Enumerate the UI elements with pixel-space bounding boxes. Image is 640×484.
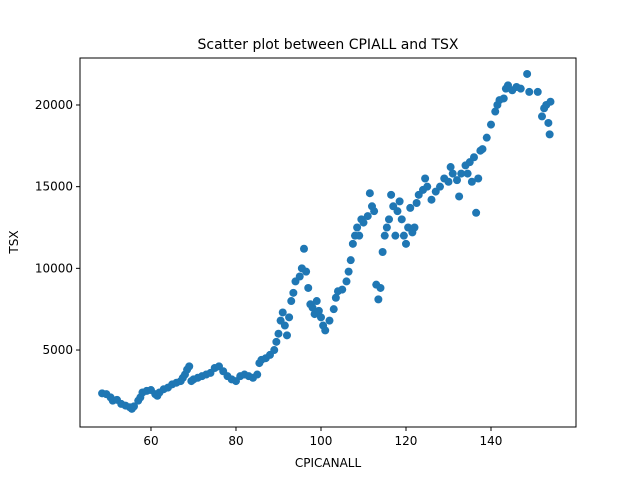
point [457,169,466,178]
point [391,231,400,240]
point [469,153,478,162]
x-axis-label: CPICANALL [295,456,362,470]
point [410,223,419,232]
point [278,308,287,317]
point [455,192,464,201]
point [395,197,404,206]
point [378,248,387,257]
y-tick-label: 15000 [35,180,73,194]
point [348,239,357,248]
x-tick-label: 80 [228,434,243,448]
point [444,177,453,186]
point [344,267,353,276]
point [342,277,351,286]
point [384,215,393,224]
point [321,326,330,335]
point [312,297,321,306]
point [289,288,298,297]
x-tick-label: 60 [143,434,158,448]
point [370,207,379,216]
point [338,285,347,294]
point [304,283,313,292]
point [491,107,500,116]
point [516,84,525,93]
points [98,69,555,413]
point [285,313,294,322]
point [533,87,542,96]
point [452,176,461,185]
point [287,297,296,306]
point [316,313,325,322]
point [544,118,553,127]
point [387,190,396,199]
point [537,112,546,121]
point [380,231,389,240]
point [406,203,415,212]
point [329,305,338,314]
point [353,223,362,232]
point [401,239,410,248]
point [253,370,262,379]
point [346,256,355,265]
point [374,295,383,304]
point [185,362,194,371]
y-tick-label: 20000 [35,98,73,112]
point [446,163,455,172]
axes-frame [79,57,577,428]
point [376,283,385,292]
x-tick-label: 100 [310,434,333,448]
point [359,218,368,227]
point [299,244,308,253]
point [382,223,391,232]
point [270,346,279,355]
point [331,293,340,302]
point [308,303,317,312]
point [295,272,304,281]
point [523,69,532,78]
point [525,87,534,96]
point [427,195,436,204]
point [399,231,408,240]
point [365,189,374,198]
chart-title: Scatter plot between CPIALL and TSX [197,37,458,53]
point [272,337,281,346]
point [546,97,555,106]
point [467,177,476,186]
y-tick-label: 10000 [35,261,73,275]
point [314,306,323,315]
point [355,231,364,240]
point [463,169,472,178]
y-tick-label: 5000 [42,343,73,357]
point [280,321,289,330]
x-tick-label: 140 [480,434,503,448]
point [421,174,430,183]
point [435,182,444,191]
point [499,94,508,103]
point [474,174,483,183]
point [282,331,291,340]
point [325,316,334,325]
point [486,120,495,129]
point [423,182,432,191]
point [545,130,554,139]
point [363,212,372,221]
point [482,133,491,142]
x-tick-label: 120 [395,434,418,448]
point [274,329,283,338]
point [397,215,406,224]
point [478,145,487,154]
point [412,198,421,207]
point [472,208,481,217]
point [393,207,402,216]
point [448,169,457,178]
point [129,402,138,411]
point [302,267,311,276]
y-axis-label: TSX [7,230,21,254]
